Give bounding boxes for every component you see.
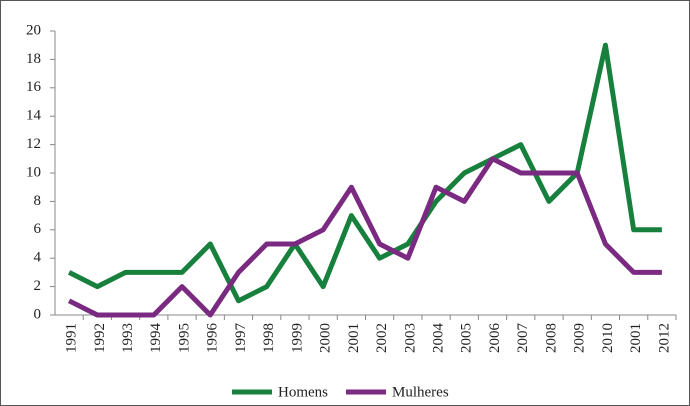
y-tick-label: 4 [34,250,42,266]
x-tick-label: 2000 [318,323,334,353]
x-tick-label: 2010 [600,323,616,353]
x-tick-label: 2001 [346,323,362,353]
x-tick-label: 1992 [92,323,108,353]
x-tick-label: 1994 [148,323,164,354]
y-tick-label: 8 [34,193,42,209]
x-tick-label: 2002 [374,323,390,353]
y-tick-label: 12 [26,136,41,152]
y-tick-label: 18 [26,51,41,67]
x-tick-label: 2005 [459,323,475,353]
legend-label: Mulheres [392,384,449,400]
x-tick-label: 2004 [431,323,447,354]
y-tick-label: 16 [26,79,42,95]
x-tick-label: 1997 [233,323,249,354]
y-tick-label: 10 [26,164,41,180]
data-line [67,42,662,304]
data-line [67,156,662,318]
x-tick-label: 1996 [205,323,221,354]
x-tick-label: 2008 [543,323,559,353]
x-tick-label: 2007 [515,323,531,354]
y-tick-label: 14 [26,108,42,124]
x-tick-label: 2003 [402,323,418,353]
x-tick-label: 1998 [261,323,277,353]
x-tick-label: 1993 [120,323,136,353]
x-tick-label: 2001 [628,323,644,353]
legend-label: Homens [278,384,328,400]
x-tick-label: 2009 [572,323,588,353]
x-tick-label: 2012 [656,323,672,353]
x-tick-label: 1991 [64,323,80,353]
y-tick-label: 20 [26,22,41,38]
y-tick-label: 6 [34,221,42,237]
x-tick-label: 2006 [487,323,503,354]
y-tick-label: 0 [34,306,42,322]
x-tick-label: 1999 [289,323,305,353]
x-tick-label: 1995 [176,323,192,353]
y-tick-label: 2 [34,278,42,294]
